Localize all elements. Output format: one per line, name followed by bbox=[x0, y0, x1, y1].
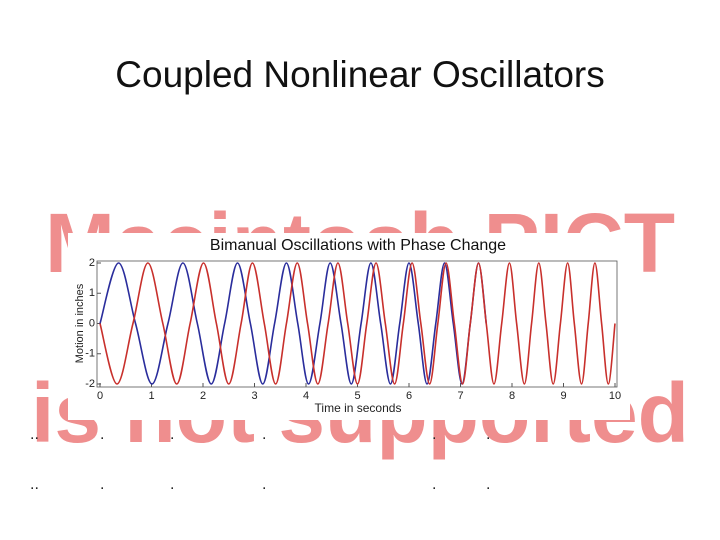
y-tick-label: 0 bbox=[89, 317, 95, 329]
footer-text: . bbox=[170, 476, 174, 493]
series-line bbox=[99, 262, 616, 385]
footer-text: . bbox=[432, 476, 436, 493]
x-tick-label: 1 bbox=[148, 390, 154, 402]
footer-text: .. bbox=[30, 426, 39, 443]
footer-text: . bbox=[170, 426, 174, 443]
footer: .............. bbox=[30, 426, 490, 493]
footer-text: . bbox=[262, 476, 266, 493]
slide-title: Coupled Nonlinear Oscillators bbox=[115, 54, 604, 95]
x-tick-label: 8 bbox=[509, 390, 515, 402]
x-tick-label: 2 bbox=[200, 390, 206, 402]
y-tick-label: -1 bbox=[85, 348, 95, 360]
x-tick-label: 0 bbox=[97, 390, 103, 402]
x-tick-label: 9 bbox=[560, 390, 566, 402]
footer-text: .. bbox=[30, 476, 39, 493]
y-tick-label: 1 bbox=[89, 287, 95, 299]
x-tick-label: 7 bbox=[457, 390, 463, 402]
y-axis-label: Motion in inches bbox=[74, 283, 86, 363]
footer-text: . bbox=[486, 426, 490, 443]
x-tick-label: 4 bbox=[303, 390, 309, 402]
footer-text: . bbox=[486, 476, 490, 493]
footer-text: . bbox=[432, 426, 436, 443]
series-line bbox=[99, 262, 488, 385]
chart-background bbox=[68, 233, 630, 420]
x-axis-label: Time in seconds bbox=[315, 401, 402, 415]
x-tick-label: 5 bbox=[354, 390, 360, 402]
x-tick-label: 3 bbox=[251, 390, 257, 402]
y-tick-label: -2 bbox=[85, 378, 95, 390]
x-tick-label: 10 bbox=[609, 390, 621, 402]
footer-text: . bbox=[100, 476, 104, 493]
footer-text: . bbox=[262, 426, 266, 443]
chart-title: Bimanual Oscillations with Phase Change bbox=[210, 237, 506, 254]
x-tick-label: 6 bbox=[406, 390, 412, 402]
footer-text: . bbox=[100, 426, 104, 443]
y-tick-label: 2 bbox=[89, 257, 95, 269]
chart: Bimanual Oscillations with Phase Change -… bbox=[74, 237, 621, 415]
